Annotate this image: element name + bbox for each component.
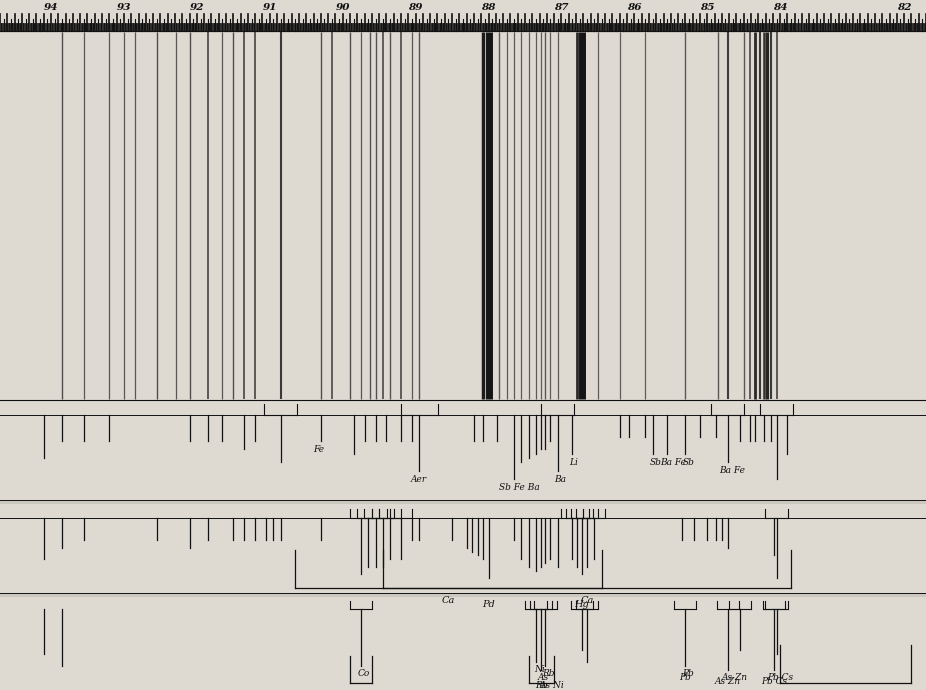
Text: 88: 88: [482, 3, 495, 12]
Text: 92: 92: [190, 3, 204, 12]
Text: As Zn: As Zn: [722, 673, 748, 682]
Text: 93: 93: [117, 3, 131, 12]
Text: Ba Fe: Ba Fe: [660, 457, 686, 466]
Text: Co: Co: [358, 669, 370, 678]
Text: 91: 91: [263, 3, 277, 12]
Text: Fe: Fe: [314, 445, 325, 454]
Text: Li: Li: [569, 457, 578, 466]
Text: Sb: Sb: [650, 457, 661, 466]
Bar: [0, 597, 926, 690]
Bar: [0, 504, 926, 593]
Text: 86: 86: [627, 3, 642, 12]
Bar: [0, 400, 926, 500]
Text: Rb: Rb: [543, 669, 555, 678]
Text: Ca: Ca: [442, 596, 455, 605]
Text: 82: 82: [897, 3, 911, 12]
Text: Sb Fe Ba: Sb Fe Ba: [499, 483, 540, 492]
Text: 85: 85: [700, 3, 715, 12]
Text: 89: 89: [408, 3, 423, 12]
Text: As: As: [538, 673, 549, 682]
Text: Aer: Aer: [410, 475, 427, 484]
Text: Pb Cs: Pb Cs: [761, 677, 787, 686]
Text: Pd: Pd: [482, 600, 494, 609]
Text: As Zn: As Zn: [715, 677, 741, 686]
Text: 87: 87: [554, 3, 569, 12]
Text: Ni: Ni: [533, 665, 544, 674]
Bar: [0, 0, 926, 31]
Text: Ba Fe: Ba Fe: [719, 466, 745, 475]
Text: Ba: Ba: [554, 475, 566, 484]
Text: Pb: Pb: [680, 673, 692, 682]
Bar: [0, 31, 926, 400]
Text: Pb: Pb: [682, 669, 694, 678]
Text: 90: 90: [335, 3, 350, 12]
Text: Rb: Rb: [535, 681, 547, 690]
Text: 84: 84: [773, 3, 787, 12]
Text: Sb: Sb: [682, 457, 694, 466]
Text: Hg: Hg: [574, 600, 589, 609]
Text: Ca: Ca: [581, 596, 594, 605]
Text: 94: 94: [44, 3, 58, 12]
Text: As Ni: As Ni: [540, 681, 564, 690]
Text: Pb Cs: Pb Cs: [767, 673, 794, 682]
